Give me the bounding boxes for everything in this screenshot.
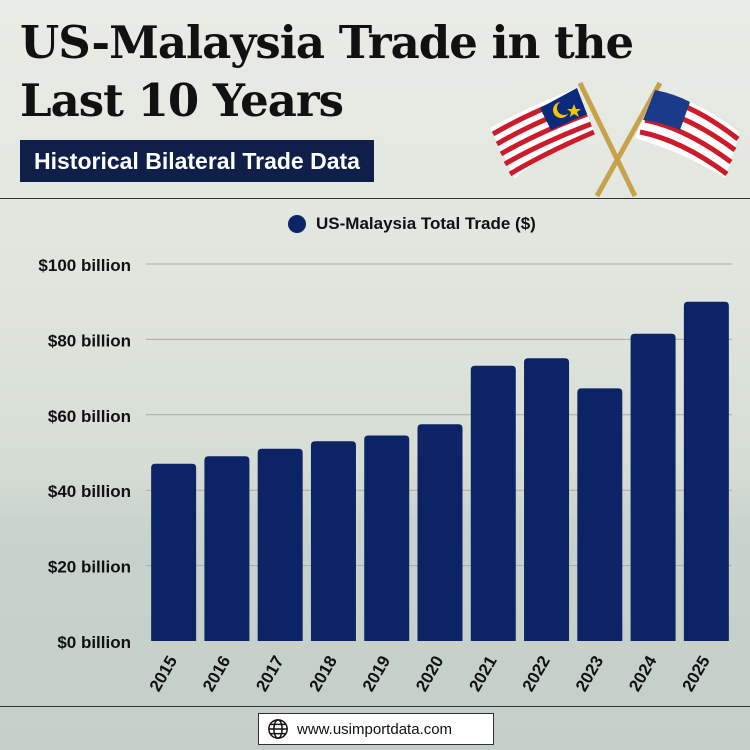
bar-2015: [151, 463, 197, 641]
title-line-2: Last 10 Years: [20, 74, 344, 127]
globe-icon: [268, 719, 288, 739]
crossed-flags-icon: [490, 81, 740, 198]
x-tick-label: 2025: [678, 653, 713, 695]
bar-2023: [577, 388, 623, 641]
x-tick-label: 2022: [519, 653, 554, 695]
y-tick-label: $0 billion: [57, 633, 131, 652]
y-tick-label: $20 billion: [48, 558, 131, 577]
subtitle-banner: Historical Bilateral Trade Data: [20, 140, 374, 182]
bar-2020: [417, 424, 463, 641]
bar-2021: [470, 365, 516, 641]
usa-flag-icon: [635, 90, 740, 178]
bar-2016: [204, 456, 250, 641]
x-tick-label: 2017: [252, 653, 287, 695]
x-tick-label: 2024: [625, 652, 661, 695]
legend-label: US-Malaysia Total Trade ($): [316, 214, 536, 233]
x-tick-label: 2023: [572, 653, 607, 695]
y-tick-label: $100 billion: [38, 256, 131, 275]
malaysia-flag-icon: [490, 88, 595, 178]
x-tick-label: 2016: [199, 653, 234, 695]
website-url: www.usimportdata.com: [297, 720, 453, 738]
chart-legend: US-Malaysia Total Trade ($): [288, 214, 536, 234]
bar-2025: [683, 301, 729, 641]
bar-2018: [310, 441, 356, 641]
x-tick-label: 2019: [359, 653, 394, 695]
title-line-1: US-Malaysia Trade in the: [20, 16, 634, 69]
y-tick-label: $40 billion: [48, 482, 131, 501]
footer-divider: [0, 706, 750, 707]
website-link[interactable]: www.usimportdata.com: [258, 713, 494, 745]
page-title: US-Malaysia Trade in the Last 10 Years: [20, 14, 634, 130]
header-divider: [0, 198, 750, 199]
x-tick-label: 2015: [146, 653, 181, 695]
legend-swatch: [288, 215, 306, 233]
bar-2019: [364, 435, 410, 641]
bar-chart: $0 billion $20 billion $40 billion $60 bill…: [38, 256, 732, 695]
x-tick-label: 2020: [412, 653, 447, 695]
bar-2017: [257, 448, 303, 641]
y-tick-label: $80 billion: [48, 331, 131, 350]
bar-2022: [524, 358, 570, 641]
x-tick-label: 2018: [306, 653, 341, 695]
x-tick-label: 2021: [465, 653, 500, 695]
y-tick-label: $60 billion: [48, 407, 131, 426]
bar-2024: [630, 333, 676, 641]
